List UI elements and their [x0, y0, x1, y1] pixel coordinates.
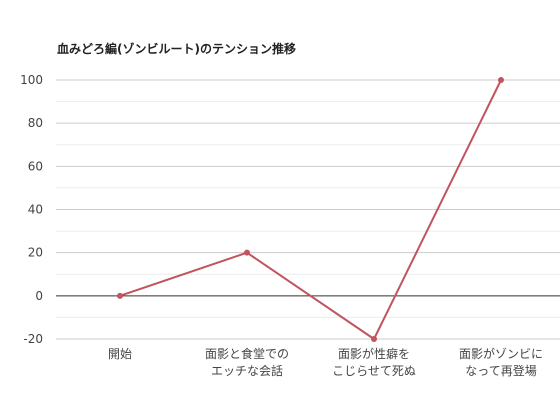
- data-point: [117, 292, 123, 299]
- series-group: [117, 77, 504, 342]
- chart-title: 血みどろ編(ゾンビルート)のテンション推移: [57, 41, 296, 56]
- y-tick-label: 20: [28, 246, 43, 260]
- gridlines: [56, 79, 560, 340]
- x-tick-label: エッチな会話: [211, 363, 283, 378]
- y-tick-label: 40: [28, 203, 43, 217]
- x-tick-label: こじらせて死ぬ: [332, 364, 416, 378]
- x-tick-label: 面影がゾンビに: [459, 346, 543, 361]
- x-tick-label: 面影と食堂での: [205, 346, 289, 361]
- x-tick-label: なって再登場: [465, 363, 536, 378]
- series-line: [119, 79, 502, 340]
- data-point: [371, 336, 377, 342]
- data-point: [244, 249, 250, 256]
- y-tick-label: 60: [28, 159, 43, 173]
- data-point: [498, 77, 504, 83]
- y-tick-label: 100: [20, 73, 43, 87]
- x-tick-label: 面影が性癖を: [338, 346, 410, 361]
- y-tick-label: 80: [28, 116, 43, 130]
- y-tick-label: -20: [23, 332, 43, 346]
- y-tick-label: 0: [35, 289, 43, 303]
- y-axis-tick-labels: -20 0 20 40 60 80 100: [20, 73, 43, 346]
- x-tick-label: 開始: [108, 347, 132, 361]
